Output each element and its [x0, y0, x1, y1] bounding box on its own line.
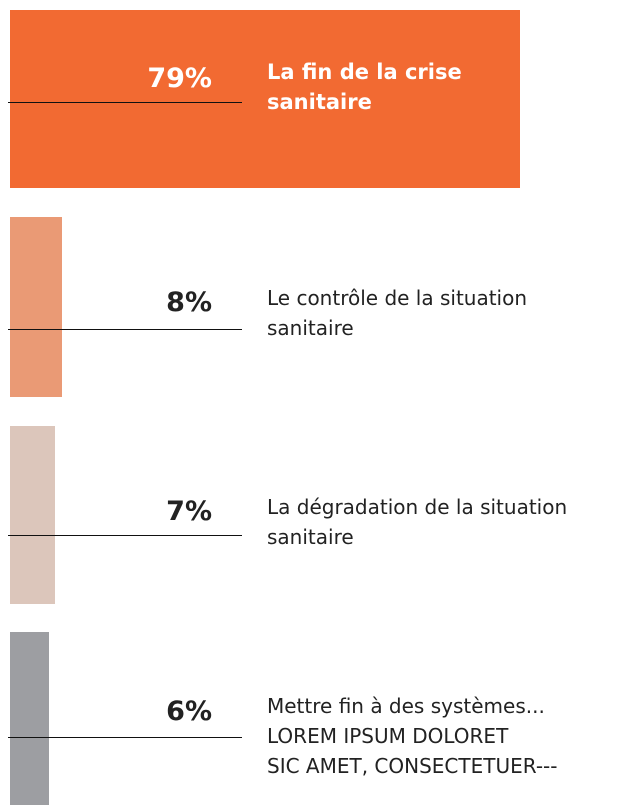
leader-line: [8, 737, 242, 738]
leader-line: [8, 329, 242, 330]
value-label: 8%: [166, 287, 212, 318]
value-label: 79%: [147, 63, 212, 94]
category-label: Le contrôle de la situation sanitaire: [267, 286, 528, 340]
bar: [10, 217, 62, 397]
bar: [10, 10, 520, 188]
category-label: La fin de la crise sanitaire: [267, 60, 462, 114]
category-label: La dégradation de la situation sanitaire: [267, 495, 568, 549]
category-label: Mettre fin à des systèmes... LOREM IPSUM…: [267, 694, 558, 778]
leader-line: [8, 535, 242, 536]
leader-line: [8, 102, 242, 103]
value-label: 7%: [166, 496, 212, 527]
bar: [10, 632, 49, 805]
bar: [10, 426, 56, 604]
value-label: 6%: [166, 696, 212, 727]
